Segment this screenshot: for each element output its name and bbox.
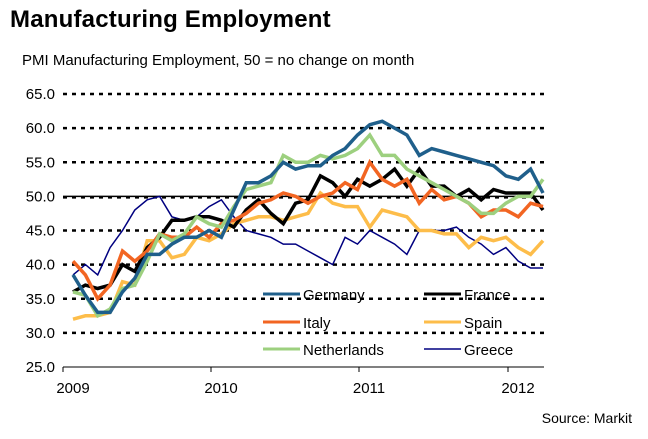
legend-label-france: France xyxy=(464,287,511,304)
series-line-spain xyxy=(72,190,545,321)
x-tick-label: 2010 xyxy=(204,380,237,397)
y-tick-label: 55.0 xyxy=(26,154,55,171)
legend: Germany France Italy Spain Netherlands Greece xyxy=(263,287,513,359)
series-line-germany xyxy=(71,119,545,315)
y-tick-label: 30.0 xyxy=(26,325,55,342)
y-axis-ticks: 65.0 60.0 55.0 50.0 45.0 40.0 35.0 30.0 25.0 xyxy=(26,86,55,376)
y-tick-label: 25.0 xyxy=(26,359,55,376)
legend-label-italy: Italy xyxy=(303,315,331,332)
x-tick-label: 2012 xyxy=(501,380,534,397)
chart-source: Source: Markit xyxy=(541,410,632,426)
y-tick-label: 50.0 xyxy=(26,188,55,205)
y-tick-label: 60.0 xyxy=(26,120,55,137)
series-line-greece xyxy=(72,195,543,277)
x-tick-label: 2011 xyxy=(353,380,385,397)
chart-subtitle: PMI Manufacturing Employment, 50 = no ch… xyxy=(22,52,415,69)
series-lines xyxy=(71,119,545,321)
gridlines xyxy=(63,92,544,335)
x-axis: 2009 2010 2011 2012 xyxy=(56,366,544,397)
legend-label-germany: Germany xyxy=(303,287,365,304)
y-tick-label: 40.0 xyxy=(26,257,55,274)
legend-label-greece: Greece xyxy=(464,342,513,359)
legend-label-spain: Spain xyxy=(464,315,502,332)
series-line-netherlands xyxy=(72,132,545,319)
y-tick-label: 35.0 xyxy=(26,291,55,308)
y-tick-label: 45.0 xyxy=(26,223,55,240)
legend-label-netherlands: Netherlands xyxy=(303,342,384,359)
chart-title: Manufacturing Employment xyxy=(10,6,331,33)
x-tick-label: 2009 xyxy=(56,380,89,397)
y-tick-label: 65.0 xyxy=(26,86,55,103)
